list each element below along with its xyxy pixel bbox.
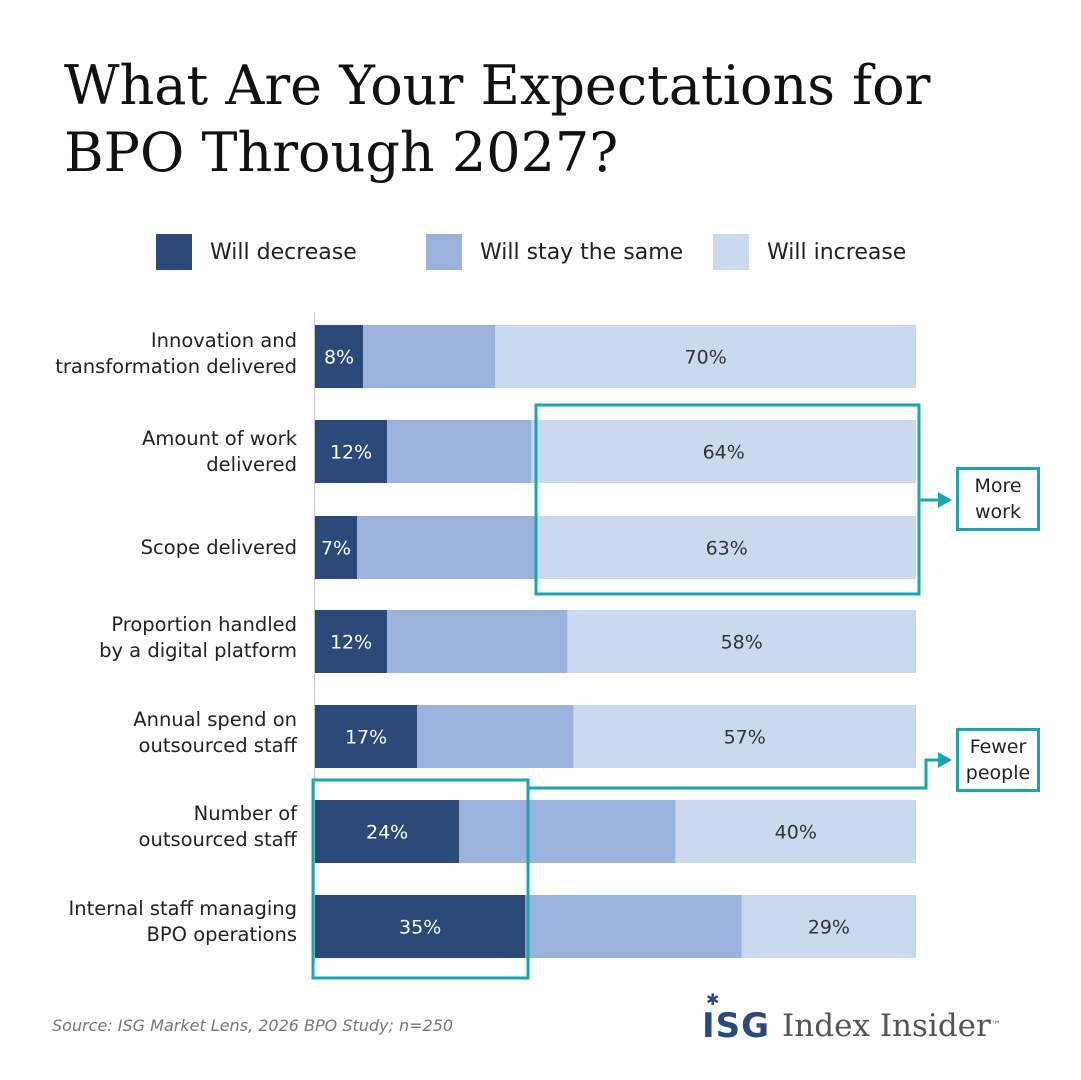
category-label-scope: Scope delivered <box>0 535 297 561</box>
bar-segment-same <box>387 420 532 483</box>
category-label-line: delivered <box>206 453 297 476</box>
bar-segment-decrease <box>315 800 460 863</box>
data-label-increase: 29% <box>808 917 850 939</box>
category-label-internal-staff: Internal staff managing BPO operations <box>0 896 297 948</box>
title-line-1: What Are Your Expectations for <box>64 54 931 117</box>
bar-segment-increase <box>531 420 916 483</box>
bar-segment-increase <box>573 705 916 768</box>
callout-fewer-people-line2: people <box>965 762 1031 784</box>
bar-segment-decrease <box>315 325 364 388</box>
data-label-increase: 40% <box>775 822 817 844</box>
logo-product: Index Insider <box>782 1008 991 1044</box>
data-label-decrease: 7% <box>321 538 351 560</box>
category-label-line: outsourced staff <box>138 734 297 757</box>
callout-more-work-line2: work <box>975 501 1021 523</box>
callout-fewer-people-line1: Fewer <box>969 736 1027 758</box>
highlight-box-fewer-people <box>311 778 530 980</box>
callout-more-work: More work <box>956 467 1040 531</box>
bar-segment-increase <box>495 325 916 388</box>
data-label-decrease: 24% <box>366 822 408 844</box>
category-label-line: outsourced staff <box>138 828 297 851</box>
data-label-decrease: 12% <box>330 632 372 654</box>
source-note: Source: ISG Market Lens, 2026 BPO Study;… <box>52 1016 454 1035</box>
callout-more-work-line1: More <box>974 475 1022 497</box>
legend-swatch-same <box>426 234 462 270</box>
category-label-line: BPO operations <box>146 923 297 946</box>
data-label-increase: 57% <box>724 727 766 749</box>
legend-item-same: Will stay the same <box>426 234 683 270</box>
legend-swatch-decrease <box>156 234 192 270</box>
legend: Will decrease Will stay the same Will in… <box>0 234 1081 270</box>
legend-item-decrease: Will decrease <box>156 234 357 270</box>
title-line-2: BPO Through 2027? <box>64 121 619 184</box>
data-label-decrease: 17% <box>345 727 387 749</box>
category-label-amount-of-work: Amount of work delivered <box>0 426 297 478</box>
legend-label-increase: Will increase <box>767 239 907 265</box>
category-label-innovation: Innovation and transformation delivered <box>0 328 297 380</box>
category-label-annual-spend: Annual spend on outsourced staff <box>0 707 297 759</box>
legend-item-increase: Will increase <box>713 234 906 270</box>
index-insider-wordmark: Index Insider™ <box>782 1006 1001 1046</box>
bar-segment-decrease <box>315 420 388 483</box>
star-icon: ✱ <box>706 990 721 1009</box>
category-label-line: transformation delivered <box>55 355 297 378</box>
bar-segment-same <box>387 610 568 673</box>
data-label-increase: 63% <box>706 538 748 560</box>
bar-segment-increase <box>567 610 916 673</box>
category-label-line: by a digital platform <box>99 639 297 662</box>
bar-segment-decrease <box>315 705 418 768</box>
data-label-increase: 58% <box>721 632 763 654</box>
data-label-increase: 70% <box>685 347 727 369</box>
bar-segment-same <box>459 800 676 863</box>
callout-fewer-people: Fewer people <box>956 728 1040 792</box>
bar-segment-decrease <box>315 516 358 579</box>
bar-segment-same <box>525 895 742 958</box>
data-label-decrease: 35% <box>399 917 441 939</box>
bar-segment-increase <box>537 516 916 579</box>
bar-segment-increase <box>675 800 916 863</box>
category-label-line: Innovation and <box>150 329 297 352</box>
isg-logo-text: ISG <box>702 1006 771 1046</box>
category-label-line: Number of <box>193 802 297 825</box>
category-label-line: Scope delivered <box>140 536 297 559</box>
bar-segment-decrease <box>315 895 526 958</box>
data-label-decrease: 8% <box>324 347 354 369</box>
bar-segment-same <box>417 705 574 768</box>
category-label-line: Proportion handled <box>111 613 297 636</box>
y-axis-line <box>314 312 315 964</box>
bar-segment-increase <box>741 895 916 958</box>
category-label-line: Annual spend on <box>133 708 297 731</box>
category-label-line: Internal staff managing <box>68 897 297 920</box>
isg-index-insider-logo: ✱ ISG Index Insider™ <box>702 986 1001 1047</box>
bar-segment-same <box>363 325 496 388</box>
category-label-number-outsourced: Number of outsourced staff <box>0 801 297 853</box>
category-label-line: Amount of work <box>141 427 297 450</box>
legend-label-same: Will stay the same <box>480 239 684 265</box>
arrow-right-icon <box>938 492 952 508</box>
category-label-digital-platform: Proportion handled by a digital platform <box>0 612 297 664</box>
legend-swatch-increase <box>713 234 749 270</box>
legend-label-decrease: Will decrease <box>210 239 357 265</box>
bar-segment-same <box>357 516 538 579</box>
data-label-decrease: 12% <box>330 442 372 464</box>
chart-title: What Are Your Expectations for BPO Throu… <box>64 52 1024 186</box>
data-label-increase: 64% <box>703 442 745 464</box>
arrow-right-icon <box>938 752 952 768</box>
trademark-mark: ™ <box>990 1020 1001 1031</box>
bar-segment-decrease <box>315 610 388 673</box>
connector-fewer-people <box>528 758 940 790</box>
isg-logo-mark: ✱ ISG <box>702 992 771 1047</box>
